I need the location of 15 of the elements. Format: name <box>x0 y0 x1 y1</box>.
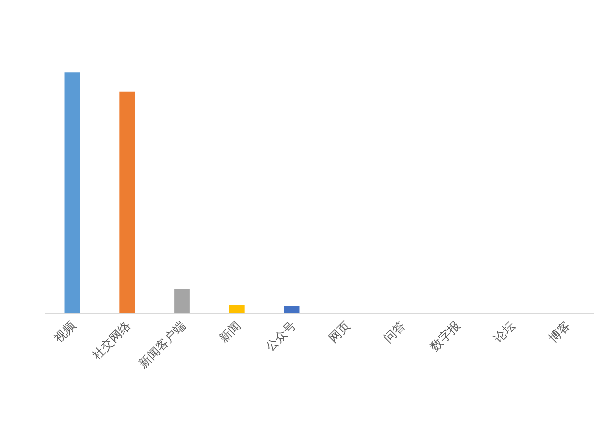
x-tick-label: 公众号 <box>263 318 298 354</box>
x-tick-label: 网页 <box>326 318 354 346</box>
x-tick-label: 论坛 <box>491 318 518 346</box>
bar <box>229 305 245 313</box>
x-tick-label: 社交网络 <box>90 318 134 363</box>
x-tick-label: 新闻 <box>216 318 244 346</box>
x-tick-label: 问答 <box>381 318 408 346</box>
x-tick-label: 博客 <box>546 318 573 346</box>
x-tick-label: 数字报 <box>428 318 464 354</box>
x-tick-label: 视频 <box>52 318 79 346</box>
bar <box>120 92 136 313</box>
x-tick-label: 新闻客户端 <box>136 318 189 372</box>
bar <box>284 306 300 313</box>
bar <box>64 72 80 313</box>
bar <box>174 289 190 313</box>
